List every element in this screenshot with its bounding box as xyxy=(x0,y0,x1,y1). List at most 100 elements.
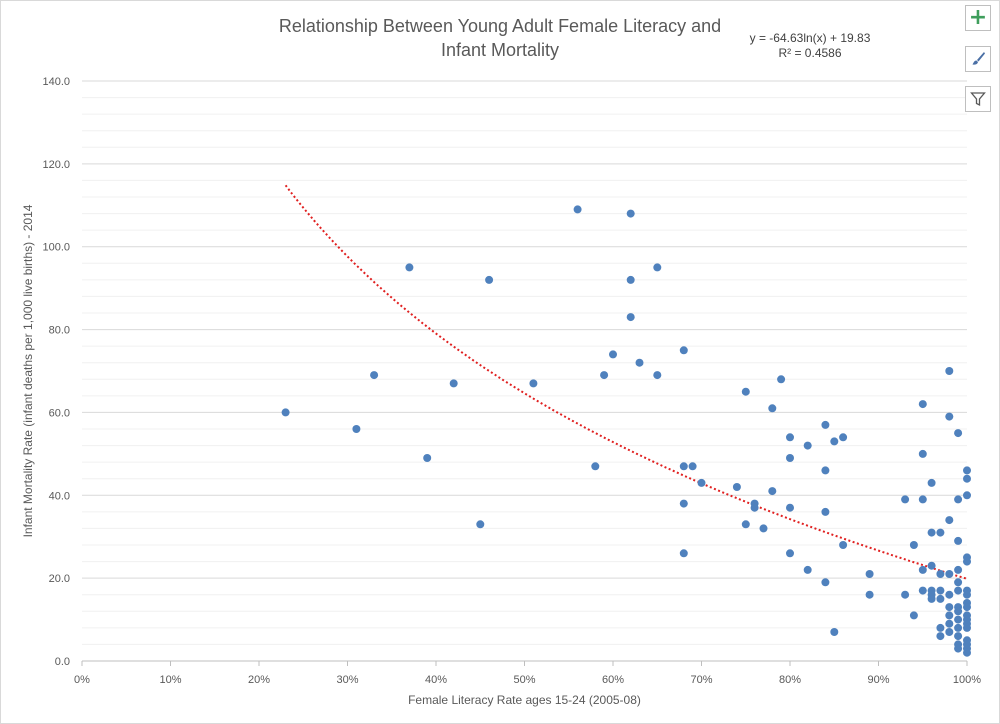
data-point xyxy=(591,462,600,471)
data-point xyxy=(918,586,927,595)
data-point xyxy=(476,520,485,529)
data-point xyxy=(954,615,963,624)
data-point xyxy=(600,371,609,380)
data-point xyxy=(405,263,414,272)
data-point xyxy=(635,358,644,367)
data-point xyxy=(954,536,963,545)
chart-elements-button[interactable]: + xyxy=(965,5,991,31)
data-point xyxy=(909,541,918,549)
data-point xyxy=(697,478,706,487)
data-point xyxy=(945,590,954,599)
x-tick-label: 90% xyxy=(867,674,889,686)
data-point xyxy=(963,648,971,657)
chart-title-line-1: Relationship Between Young Adult Female … xyxy=(278,16,722,36)
x-tick-label: 100% xyxy=(953,674,981,686)
data-point xyxy=(679,549,688,558)
data-point xyxy=(679,462,688,471)
data-point xyxy=(626,209,635,218)
chart-styles-button[interactable] xyxy=(965,46,991,72)
data-point xyxy=(821,507,830,516)
x-tick-label: 20% xyxy=(248,674,270,686)
data-point xyxy=(626,313,635,322)
data-point xyxy=(963,474,971,483)
y-tick-label: 100.0 xyxy=(42,242,70,254)
data-point xyxy=(963,466,971,475)
trendline-path xyxy=(284,184,968,580)
data-point xyxy=(865,590,874,599)
data-point xyxy=(679,346,688,355)
data-point xyxy=(821,466,830,475)
data-point xyxy=(653,263,662,272)
data-point xyxy=(281,408,290,417)
data-point xyxy=(945,611,954,620)
data-point xyxy=(750,503,759,512)
data-point xyxy=(945,367,954,375)
x-axis-title: Female Literacy Rate ages 15-24 (2005-08… xyxy=(408,693,641,707)
data-point xyxy=(945,516,954,525)
data-point xyxy=(821,578,830,587)
data-point xyxy=(936,623,945,632)
data-point xyxy=(963,590,971,599)
x-tick-label: 70% xyxy=(690,674,712,686)
data-point xyxy=(945,628,954,636)
data-point xyxy=(370,371,379,380)
data-point xyxy=(954,632,963,641)
y-tick-label: 120.0 xyxy=(42,159,70,171)
y-tick-label: 60.0 xyxy=(49,407,70,419)
data-point xyxy=(786,454,794,462)
x-tick-label: 10% xyxy=(159,674,181,686)
data-points xyxy=(281,205,971,657)
data-point xyxy=(777,375,786,384)
y-axis-title: Infant Mortality Rate (infant deaths per… xyxy=(21,204,35,537)
data-point xyxy=(909,611,918,620)
data-point xyxy=(954,607,963,616)
data-point xyxy=(936,528,945,537)
data-point xyxy=(945,570,954,578)
data-point xyxy=(927,594,936,603)
data-point xyxy=(927,528,936,537)
data-point xyxy=(830,628,839,636)
data-point xyxy=(573,205,582,214)
data-point xyxy=(821,420,830,429)
data-point xyxy=(803,441,812,450)
data-point xyxy=(954,565,963,574)
data-point xyxy=(741,520,750,529)
chart-filters-button[interactable] xyxy=(965,86,991,112)
data-point xyxy=(936,594,945,603)
data-point xyxy=(901,495,910,504)
data-point xyxy=(786,503,794,512)
data-point xyxy=(626,275,635,284)
data-point xyxy=(901,590,910,599)
data-point xyxy=(936,570,945,578)
y-tick-label: 0.0 xyxy=(55,656,70,668)
data-point xyxy=(653,371,662,380)
gridlines xyxy=(82,80,967,645)
data-point xyxy=(485,275,494,284)
data-point xyxy=(679,499,688,508)
trendline xyxy=(284,184,968,580)
data-point xyxy=(759,524,768,533)
data-point xyxy=(786,433,794,442)
data-point xyxy=(688,462,697,471)
plus-icon: + xyxy=(968,5,988,30)
y-tick-label: 40.0 xyxy=(49,490,70,502)
data-point xyxy=(352,425,361,433)
data-point xyxy=(954,578,963,587)
data-point xyxy=(954,495,963,504)
y-tick-label: 80.0 xyxy=(49,325,70,337)
trendline-equation: y = -64.63ln(x) + 19.83 xyxy=(749,31,871,45)
data-point xyxy=(423,454,432,462)
x-tick-label: 60% xyxy=(602,674,624,686)
data-point xyxy=(936,632,945,641)
axis-labels: 0% 10% 20% 30% 40% 50% 60% 70% 80% 90% 100% 0.0 20.0… xyxy=(21,76,981,707)
data-point xyxy=(768,487,777,496)
data-point xyxy=(732,483,741,491)
x-tick-label: 50% xyxy=(513,674,535,686)
data-point xyxy=(830,437,839,446)
data-point xyxy=(768,404,777,413)
trendline-r-squared: R² = 0.4586 xyxy=(778,46,842,60)
filter-icon xyxy=(970,92,986,107)
data-point xyxy=(936,586,945,595)
